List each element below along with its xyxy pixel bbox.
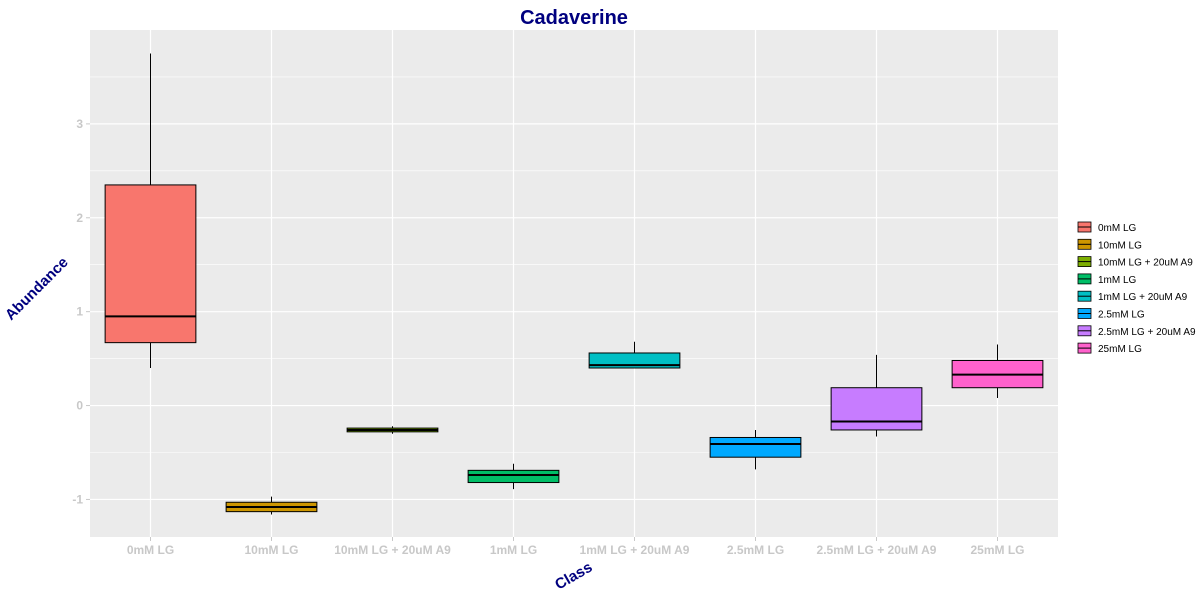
y-axis-title: Abundance <box>2 254 72 324</box>
legend-label: 10mM LG + 20uM A9 <box>1098 258 1193 269</box>
minor-gridlines <box>90 76 1058 453</box>
legend-label: 25mM LG <box>1098 344 1142 355</box>
x-axis-ticks: 0mM LG 10mM LG 10mM LG + 20uM A9 1mM LG 1mM … <box>127 537 1025 557</box>
box-2-5mm-lg-20um-a9 <box>830 354 923 437</box>
box-2-5mm-lg <box>709 429 802 470</box>
legend-item: 1mM LG + 20uM A9 <box>1077 290 1188 303</box>
box-25mm-lg <box>951 344 1044 399</box>
x-tick-label: 0mM LG <box>127 543 174 557</box>
box-series <box>104 53 1044 515</box>
box-10mm-lg-20um-a9 <box>346 426 439 434</box>
box-1mm-lg-20um-a9 <box>588 341 681 369</box>
box-body <box>709 436 802 458</box>
legend: 0mM LG 10mM LG 10mM LG + 20uM A9 1mM LG 1mM … <box>1077 221 1196 355</box>
x-tick-label: 10mM LG <box>244 543 298 557</box>
legend-label: 0mM LG <box>1098 223 1137 234</box>
y-axis-ticks: -1 0 1 2 3 <box>72 117 90 506</box>
x-axis-title: Class <box>552 559 595 594</box>
x-tick-label: 2.5mM LG <box>727 543 784 557</box>
legend-item: 10mM LG + 20uM A9 <box>1077 256 1193 269</box>
box-body <box>104 184 197 344</box>
x-tick-label: 25mM LG <box>970 543 1024 557</box>
legend-item: 2.5mM LG <box>1077 308 1145 321</box>
legend-label: 2.5mM LG + 20uM A9 <box>1098 327 1196 338</box>
legend-label: 10mM LG <box>1098 240 1142 251</box>
box-0mm-lg <box>104 53 197 368</box>
box-body <box>830 387 923 431</box>
legend-item: 0mM LG <box>1077 221 1137 234</box>
chart-title: Cadaverine <box>520 7 628 29</box>
legend-item: 10mM LG <box>1077 238 1142 251</box>
legend-item: 1mM LG <box>1077 273 1137 286</box>
legend-item: 25mM LG <box>1077 342 1142 355</box>
legend-label: 1mM LG + 20uM A9 <box>1098 292 1188 303</box>
y-tick-label: -1 <box>72 492 83 506</box>
y-tick-label: 2 <box>76 211 83 225</box>
y-tick-label: 0 <box>76 399 83 413</box>
box-10mm-lg <box>225 496 318 515</box>
y-tick-label: 1 <box>76 305 83 319</box>
y-tick-label: 3 <box>76 117 83 131</box>
x-tick-label: 2.5mM LG + 20uM A9 <box>817 543 937 557</box>
legend-label: 1mM LG <box>1098 275 1137 286</box>
box-1mm-lg <box>467 463 560 490</box>
x-tick-label: 10mM LG + 20uM A9 <box>334 543 451 557</box>
box-body <box>467 469 560 484</box>
x-tick-label: 1mM LG <box>490 543 537 557</box>
legend-item: 2.5mM LG + 20uM A9 <box>1077 325 1196 338</box>
plot-panel <box>90 30 1058 537</box>
legend-label: 2.5mM LG <box>1098 310 1145 321</box>
x-tick-label: 1mM LG + 20uM A9 <box>580 543 690 557</box>
